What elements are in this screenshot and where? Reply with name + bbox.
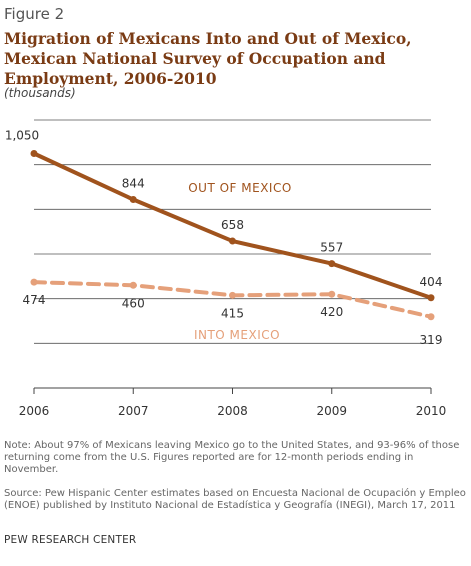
x-tick-label: 2009 bbox=[316, 404, 347, 418]
data-point bbox=[427, 294, 435, 302]
data-label-out-of-mexico: 557 bbox=[320, 241, 343, 255]
chart-note: Note: About 97% of Mexicans leaving Mexi… bbox=[4, 440, 460, 475]
data-label-into-mexico: 474 bbox=[23, 293, 46, 307]
x-tick-label: 2010 bbox=[416, 404, 447, 418]
series-label-into-mexico: INTO MEXICO bbox=[194, 328, 280, 342]
x-tick-label: 2007 bbox=[118, 404, 149, 418]
data-point bbox=[129, 196, 137, 204]
data-point bbox=[229, 291, 236, 299]
x-tick-label: 2008 bbox=[217, 404, 248, 418]
data-label-out-of-mexico: 1,050 bbox=[5, 129, 39, 143]
data-point bbox=[328, 290, 336, 298]
chart-subtitle: (thousands) bbox=[4, 86, 76, 100]
chart-title: Migration of Mexicans Into and Out of Me… bbox=[4, 29, 412, 88]
x-tick-label: 2006 bbox=[19, 404, 50, 418]
footer-credit: PEW RESEARCH CENTER bbox=[4, 534, 137, 546]
line-chart: 2006 2007 2008 2009 2010 1,050 844 658 557 404 474… bbox=[5, 119, 447, 418]
data-label-into-mexico: 319 bbox=[420, 333, 443, 347]
data-label-into-mexico: 460 bbox=[122, 296, 145, 310]
data-label-out-of-mexico: 404 bbox=[420, 275, 443, 289]
data-point bbox=[30, 150, 38, 157]
data-point bbox=[229, 237, 236, 245]
data-label-out-of-mexico: 658 bbox=[221, 218, 244, 232]
data-point bbox=[129, 281, 137, 289]
data-point bbox=[328, 260, 336, 268]
chart-source: Source: Pew Hispanic Center estimates ba… bbox=[4, 488, 466, 511]
data-point bbox=[427, 313, 435, 321]
data-label-out-of-mexico: 844 bbox=[122, 177, 145, 191]
figure-label: Figure 2 bbox=[4, 5, 65, 23]
series-label-out-of-mexico: OUT OF MEXICO bbox=[188, 181, 292, 195]
data-label-into-mexico: 415 bbox=[221, 306, 244, 320]
data-point bbox=[30, 278, 38, 286]
data-label-into-mexico: 420 bbox=[320, 305, 343, 319]
